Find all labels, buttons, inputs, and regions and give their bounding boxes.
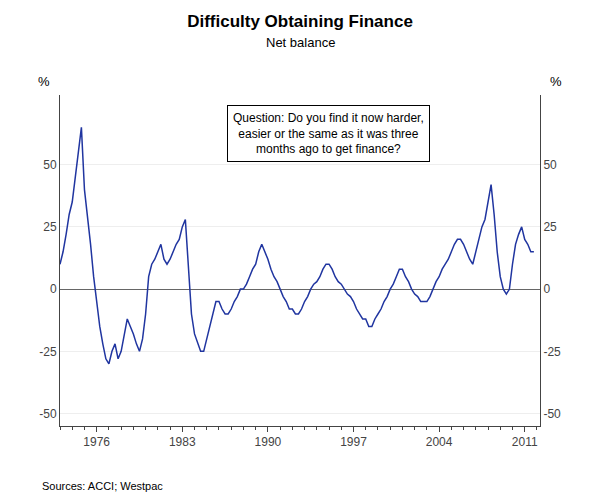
svg-text:1990: 1990 <box>255 435 282 449</box>
svg-text:-25: -25 <box>39 345 57 359</box>
svg-text:50: 50 <box>543 158 557 172</box>
svg-text:1976: 1976 <box>83 435 110 449</box>
svg-text:1983: 1983 <box>169 435 196 449</box>
svg-text:2004: 2004 <box>426 435 453 449</box>
svg-text:1997: 1997 <box>340 435 367 449</box>
svg-text:Difficulty Obtaining Finance: Difficulty Obtaining Finance <box>187 12 413 31</box>
svg-text:50: 50 <box>43 158 57 172</box>
svg-text:25: 25 <box>543 220 557 234</box>
svg-text:%: % <box>38 74 50 89</box>
svg-text:%: % <box>550 74 562 89</box>
svg-text:0: 0 <box>543 282 550 296</box>
svg-text:-50: -50 <box>543 407 561 421</box>
svg-text:25: 25 <box>43 220 57 234</box>
svg-text:Net balance: Net balance <box>266 35 335 50</box>
svg-text:2011: 2011 <box>512 435 538 449</box>
svg-text:-25: -25 <box>543 345 561 359</box>
svg-text:0: 0 <box>50 282 57 296</box>
svg-text:Question: Do you find it now h: Question: Do you find it now harder,easi… <box>233 111 424 156</box>
svg-text:Sources: ACCI; Westpac: Sources: ACCI; Westpac <box>42 480 163 492</box>
svg-text:-50: -50 <box>39 407 57 421</box>
